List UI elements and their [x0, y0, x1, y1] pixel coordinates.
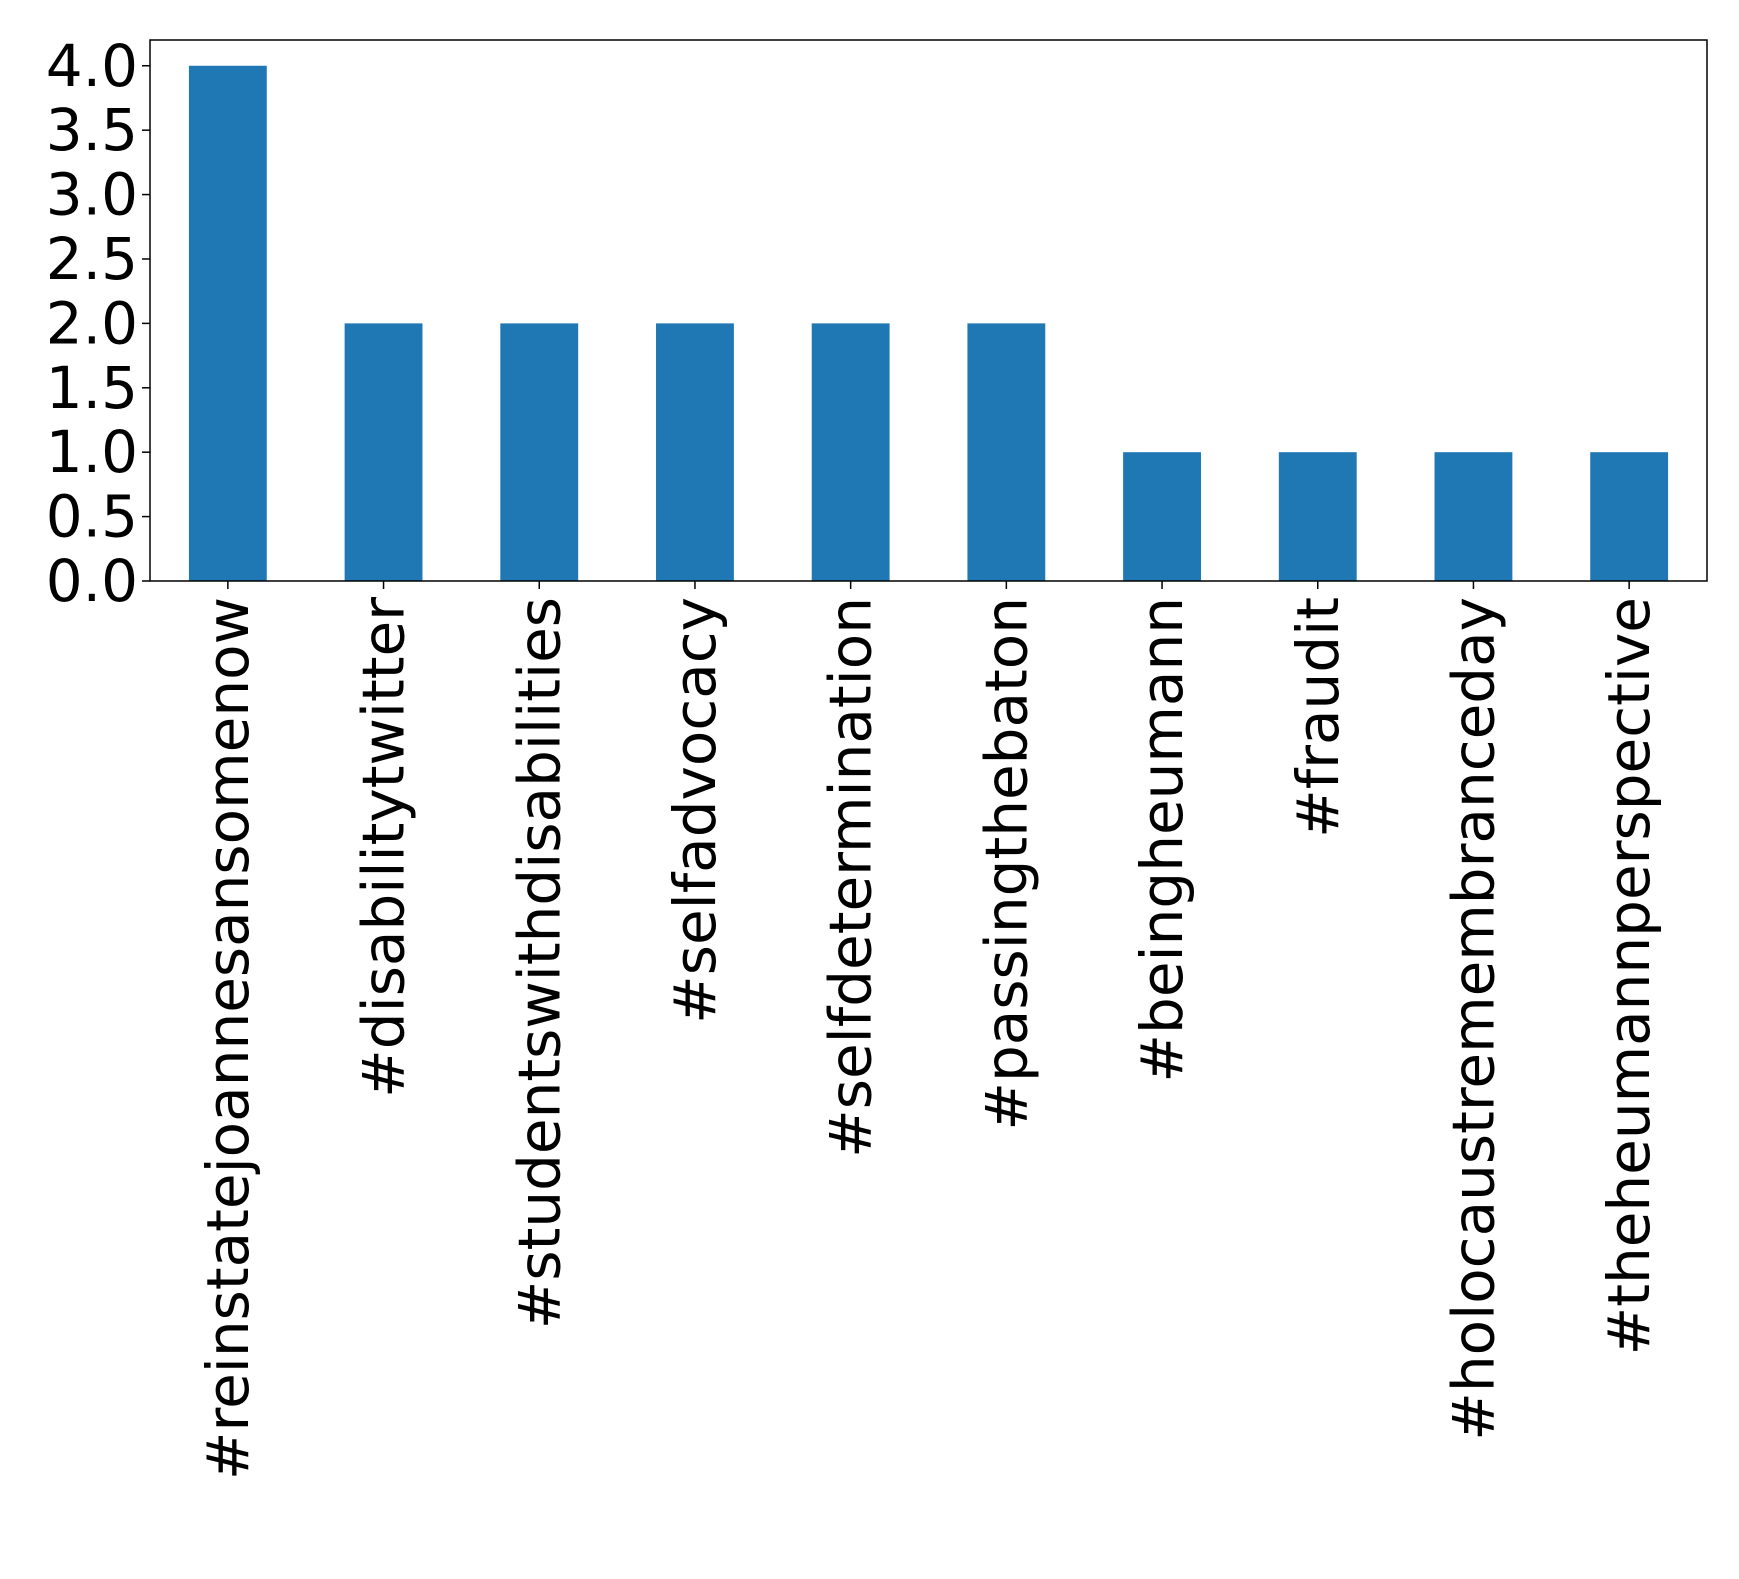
- x-axis: #reinstatejoannesansomenow #disabilitytwi…: [194, 581, 1663, 1480]
- bar: [1590, 452, 1669, 581]
- bar: [1123, 452, 1201, 581]
- bar: [1278, 452, 1357, 581]
- x-tick-label: #selfadvocacy: [661, 597, 729, 1024]
- bar: [188, 65, 267, 581]
- x-tick-label: #fraudit: [1284, 597, 1352, 838]
- plot-frame: [149, 39, 1708, 582]
- bar: [344, 323, 423, 581]
- y-tick-label: 2.0: [46, 289, 138, 357]
- bars-group: [188, 65, 1669, 581]
- x-tick-label: #beingheumann: [1128, 597, 1196, 1083]
- y-tick-label: 3.0: [46, 161, 138, 229]
- y-tick-label: 1.5: [46, 354, 138, 422]
- x-tick-label: #studentswithdisabilities: [505, 597, 573, 1329]
- x-tick-label: #reinstatejoannesansomenow: [194, 597, 262, 1480]
- x-tick-label: #passingthebaton: [972, 597, 1040, 1131]
- y-axis: 0.00.51.01.52.02.53.03.54.0: [46, 32, 150, 615]
- bar: [500, 323, 579, 581]
- y-tick-label: 2.5: [46, 225, 138, 293]
- y-tick-label: 0.5: [46, 483, 138, 551]
- y-tick-label: 4.0: [46, 32, 138, 100]
- x-tick-label: #disabilitytwitter: [350, 597, 418, 1098]
- y-tick-label: 1.0: [46, 418, 138, 486]
- y-tick-label: 3.5: [46, 96, 138, 164]
- y-tick-label: 0.0: [46, 547, 138, 615]
- bar: [811, 323, 890, 581]
- x-tick-label: #holocaustremembranceday: [1439, 597, 1507, 1441]
- x-tick-label: #selfdetermination: [817, 597, 885, 1158]
- bar: [967, 323, 1046, 581]
- x-tick-label: #theheumannperspective: [1595, 597, 1663, 1355]
- bar: [656, 323, 734, 581]
- bar: [1434, 452, 1513, 581]
